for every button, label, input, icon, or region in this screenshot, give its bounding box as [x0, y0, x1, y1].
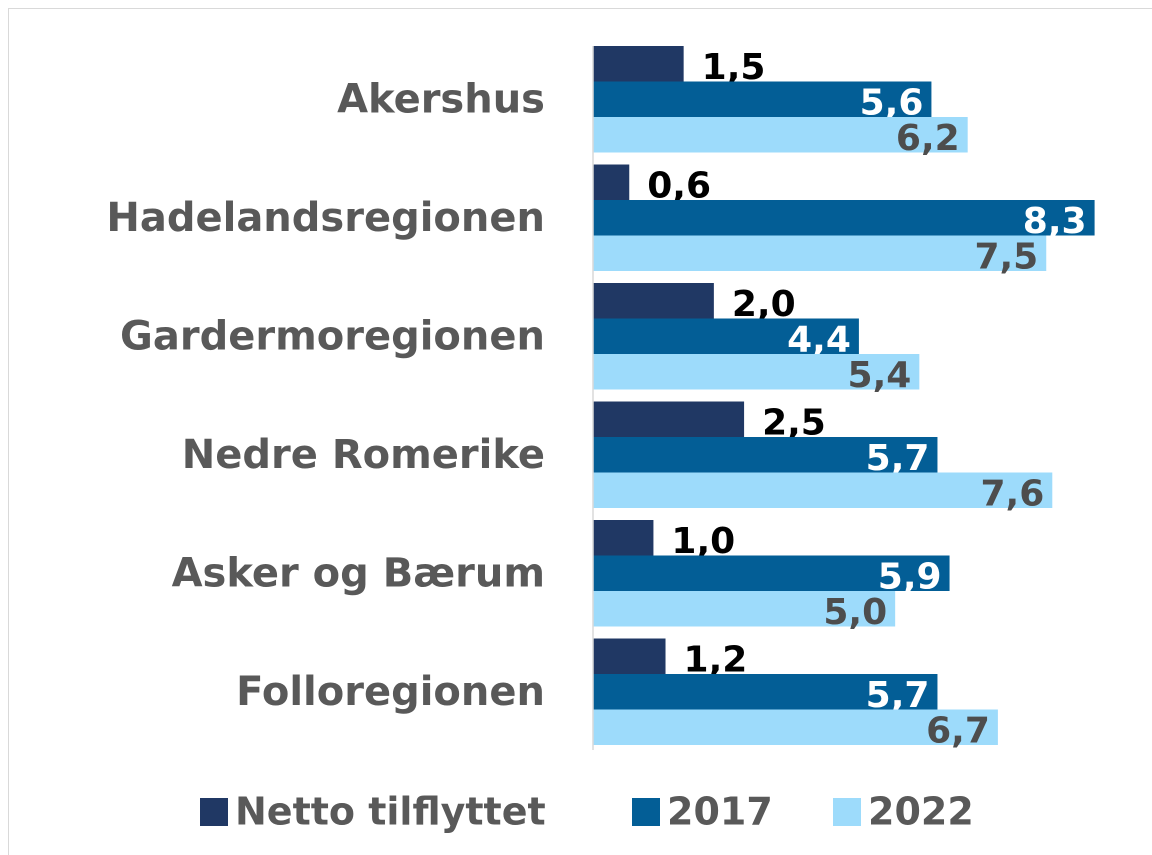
value-label: 1,0: [671, 521, 735, 562]
legend-swatch: [632, 798, 660, 826]
category-label: Asker og Bærum: [172, 550, 545, 596]
chart-frame: [8, 8, 1152, 855]
bar: [593, 674, 938, 710]
value-label: 6,7: [926, 710, 990, 751]
bar: [593, 591, 896, 627]
bar: [593, 46, 684, 82]
bar: [593, 437, 938, 473]
bar: [593, 81, 932, 117]
bar: [593, 283, 714, 319]
category-label: Akershus: [337, 76, 545, 122]
legend-label: 2022: [868, 790, 974, 834]
legend-label: Netto tilflyttet: [235, 790, 546, 834]
value-label: 5,4: [848, 355, 912, 396]
bar: [593, 638, 666, 674]
value-label: 2,0: [732, 284, 796, 325]
bar: [593, 200, 1095, 236]
value-label: 2,5: [762, 402, 826, 443]
bar: [593, 117, 968, 153]
category-label: Nedre Romerike: [182, 432, 545, 478]
value-label: 4,4: [787, 319, 851, 360]
value-label: 7,6: [981, 473, 1045, 514]
category-label: Gardermoregionen: [120, 313, 545, 359]
value-label: 5,9: [878, 556, 942, 597]
legend-label: 2017: [667, 790, 773, 834]
value-label: 5,0: [823, 592, 887, 633]
value-label: 5,7: [866, 438, 930, 479]
value-label: 5,7: [866, 675, 930, 716]
bar: [593, 354, 920, 390]
bar: [593, 318, 859, 354]
category-label: Hadelandsregionen: [106, 195, 545, 241]
category-label: Folloregionen: [236, 669, 545, 715]
bar: [593, 472, 1053, 508]
value-label: 7,5: [974, 236, 1038, 277]
value-label: 6,2: [896, 118, 960, 159]
value-label: 0,6: [647, 165, 711, 206]
bar: [593, 235, 1047, 271]
value-label: 1,5: [702, 47, 766, 88]
legend-swatch: [833, 798, 861, 826]
value-label: 1,2: [684, 639, 748, 680]
bar: [593, 164, 630, 200]
value-label: 8,3: [1023, 201, 1087, 242]
value-label: 5,6: [860, 82, 924, 123]
bar: [593, 520, 654, 556]
bar: [593, 709, 998, 745]
bar: [593, 401, 745, 437]
legend-swatch: [200, 798, 228, 826]
bar: [593, 555, 950, 591]
